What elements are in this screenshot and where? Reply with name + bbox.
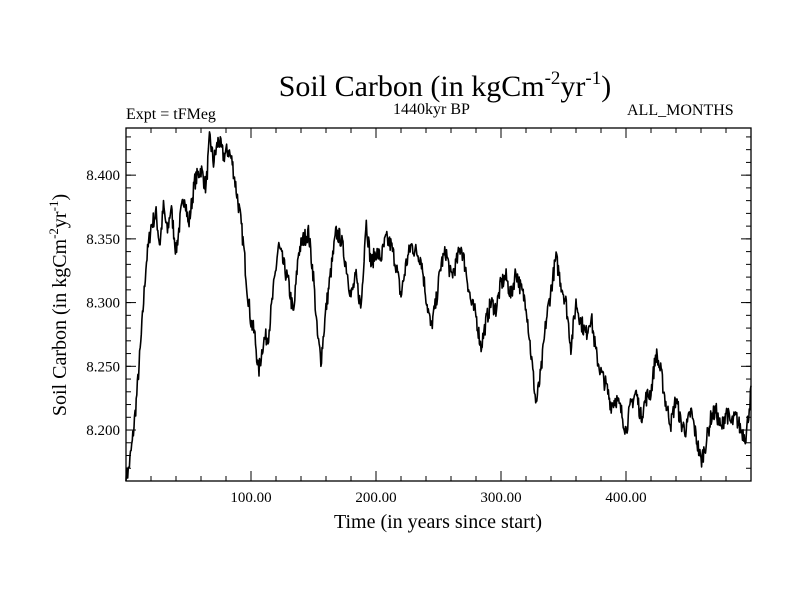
y-axis-title-mid: yr <box>49 211 71 228</box>
series-line <box>125 131 752 482</box>
y-axis-title: Soil Carbon (in kgCm-2yr-1) <box>46 194 71 416</box>
y-tick-label: 8.250 <box>86 359 120 375</box>
x-tick-label: 100.00 <box>230 490 271 506</box>
period-label: 1440kyr BP <box>393 101 470 118</box>
y-axis-title-end: ) <box>49 194 71 201</box>
y-axis-title-sup2: -1 <box>46 201 61 212</box>
plot-frame <box>125 127 752 482</box>
chart-title-sup2: -1 <box>585 68 602 89</box>
y-tick-label: 8.350 <box>86 232 120 248</box>
axis-ticks: 100.00 200.00 300.00 400.00 8.200 8.250 8.300 8… <box>86 128 751 506</box>
chart-title: Soil Carbon (in kgCm-2yr-1) <box>0 62 800 104</box>
plot-area <box>125 131 752 482</box>
chart-title-text: Soil Carbon (in kgCm <box>278 70 545 103</box>
y-tick-label: 8.400 <box>86 168 120 184</box>
experiment-label: Expt = tFMeg <box>126 106 216 123</box>
x-tick-label: 200.00 <box>355 490 396 506</box>
x-tick-label: 400.00 <box>605 490 646 506</box>
chart-title-end: ) <box>601 70 612 103</box>
x-axis-title: Time (in years since start) <box>334 511 542 533</box>
chart-title-mid: yr <box>560 70 586 103</box>
y-axis-title-sup1: -2 <box>46 228 61 239</box>
x-tick-label: 300.00 <box>480 490 521 506</box>
months-label: ALL_MONTHS <box>627 102 734 119</box>
y-axis-title-text: Soil Carbon (in kgCm <box>49 238 71 416</box>
y-tick-label: 8.300 <box>86 296 120 312</box>
chart-title-sup1: -2 <box>544 68 561 89</box>
y-tick-label: 8.200 <box>86 423 120 439</box>
